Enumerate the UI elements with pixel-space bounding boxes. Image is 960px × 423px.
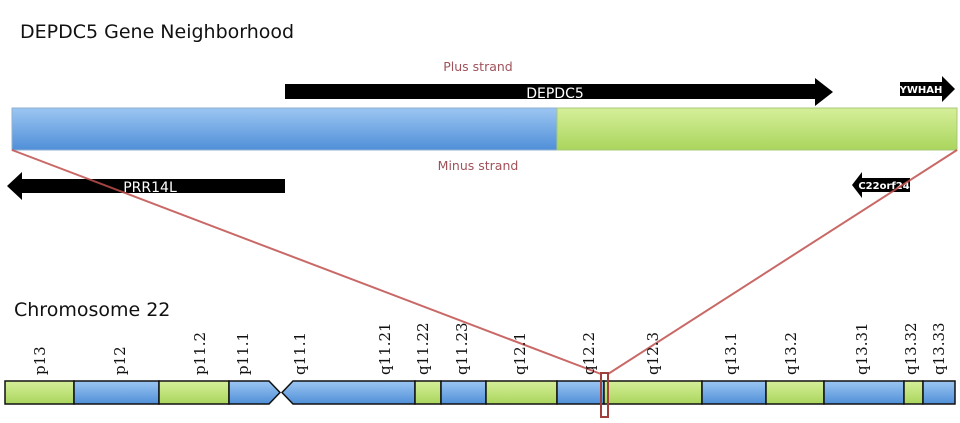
depdc5-gene-arrow: DEPDC5 xyxy=(285,78,833,106)
zoom-line-right xyxy=(607,149,958,375)
band-label-q12-2: q12.2 xyxy=(580,332,598,375)
band-label-q11-1: q11.1 xyxy=(291,332,309,375)
chromosome-band-segment xyxy=(485,380,558,405)
band-label-p13: p13 xyxy=(31,346,49,375)
region-bar-green xyxy=(556,107,958,151)
band-label-q13-31: q13.31 xyxy=(853,322,871,375)
chromosome-label: Chromosome 22 xyxy=(14,299,170,321)
prr14l-gene-arrow: PRR14L xyxy=(7,172,285,200)
chromosome-band-segment xyxy=(280,380,416,405)
region-bar-blue xyxy=(11,107,558,151)
chromosome-band-segment xyxy=(158,380,230,405)
ywhah-gene-arrow: YWHAH xyxy=(899,76,955,102)
prr14l-label: PRR14L xyxy=(123,180,177,196)
chromosome-band-segment xyxy=(556,380,605,405)
ywhah-label: YWHAH xyxy=(899,85,943,96)
band-label-p12: p12 xyxy=(111,346,129,375)
depdc5-locus-marker xyxy=(600,372,609,418)
chromosome-band-segment xyxy=(414,380,442,405)
band-label-q13-1: q13.1 xyxy=(722,332,740,375)
band-label-q11-22: q11.22 xyxy=(414,322,432,375)
zoom-line-left xyxy=(11,149,602,375)
chromosome-band-segment xyxy=(440,380,487,405)
plus-strand-label: Plus strand xyxy=(443,59,513,74)
band-label-q12-1: q12.1 xyxy=(511,332,529,375)
band-label-q11-23: q11.23 xyxy=(453,322,471,375)
c22orf24-label: C22orf24 xyxy=(858,181,909,192)
band-labels: p13 p12 p11.2 p11.1 q11.1 q11.21 q11.22 q11.23 q… xyxy=(31,322,948,375)
band-label-q12-3: q12.3 xyxy=(644,332,662,375)
chromosome-band-segment xyxy=(922,380,956,405)
chromosome-band-segment xyxy=(4,380,75,405)
chromosome-band-segment xyxy=(228,380,282,405)
band-label-q11-21: q11.21 xyxy=(376,322,394,375)
chromosome-band-segment xyxy=(603,380,703,405)
band-label-q13-33: q13.33 xyxy=(930,322,948,375)
minus-strand-label: Minus strand xyxy=(438,158,519,173)
chromosome-band-segment xyxy=(903,380,924,405)
chromosome-band-segment xyxy=(765,380,825,405)
band-label-q13-32: q13.32 xyxy=(902,322,920,375)
band-label-p11-2: p11.2 xyxy=(191,332,209,375)
diagram-title: DEPDC5 Gene Neighborhood xyxy=(20,21,294,43)
band-label-q13-2: q13.2 xyxy=(782,332,800,375)
band-label-p11-1: p11.1 xyxy=(234,332,252,375)
depdc5-label: DEPDC5 xyxy=(526,86,584,102)
chromosome-band-segment xyxy=(701,380,767,405)
c22orf24-gene-arrow: C22orf24 xyxy=(852,172,910,198)
chromosome-ideogram xyxy=(4,380,956,405)
chromosome-band-segment xyxy=(73,380,160,405)
chromosome-band-segment xyxy=(823,380,905,405)
